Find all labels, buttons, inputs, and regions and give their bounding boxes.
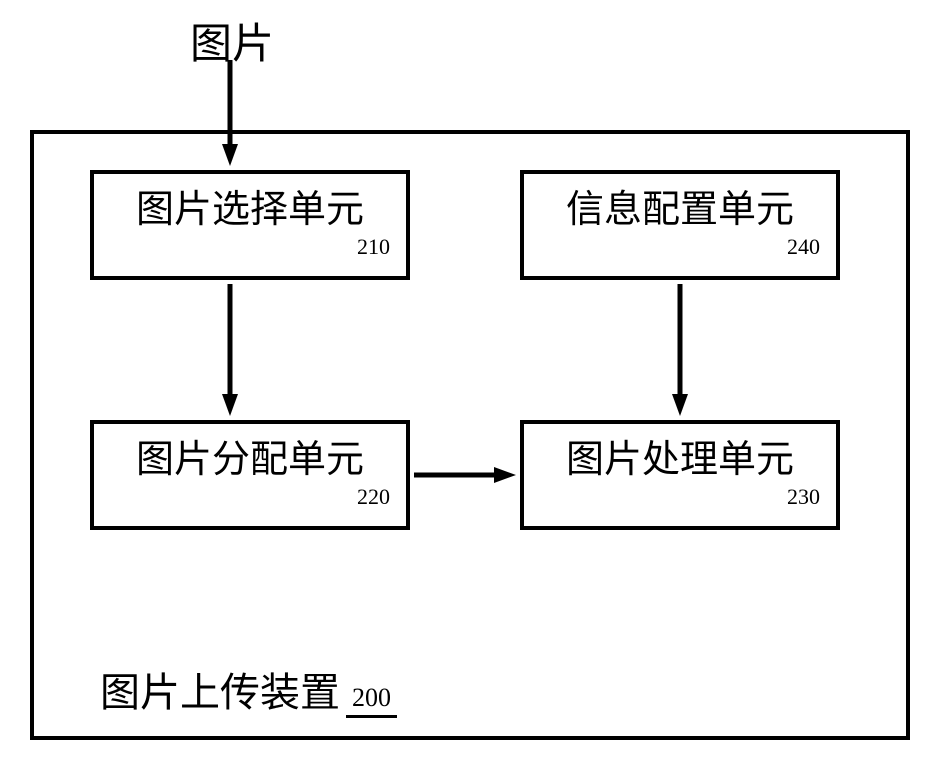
node-240-number: 240 <box>787 234 826 260</box>
container-label-text: 图片上传装置 <box>100 660 340 718</box>
node-240: 信息配置单元 240 <box>520 170 840 280</box>
node-240-label: 信息配置单元 <box>566 190 794 232</box>
node-210-label: 图片选择单元 <box>136 190 364 232</box>
input-label: 图片 <box>190 10 274 71</box>
node-220-label: 图片分配单元 <box>136 440 364 482</box>
node-230-number: 230 <box>787 484 826 510</box>
container-number: 200 <box>346 683 397 718</box>
node-220-number: 220 <box>357 484 396 510</box>
node-210-number: 210 <box>357 234 396 260</box>
node-220: 图片分配单元 220 <box>90 420 410 530</box>
diagram-canvas: 图片 图片选择单元 210 信息配置单元 240 图片分配单元 220 图片处理… <box>0 0 943 769</box>
container-label: 图片上传装置 200 <box>100 660 397 718</box>
node-230-label: 图片处理单元 <box>566 440 794 482</box>
node-230: 图片处理单元 230 <box>520 420 840 530</box>
node-210: 图片选择单元 210 <box>90 170 410 280</box>
